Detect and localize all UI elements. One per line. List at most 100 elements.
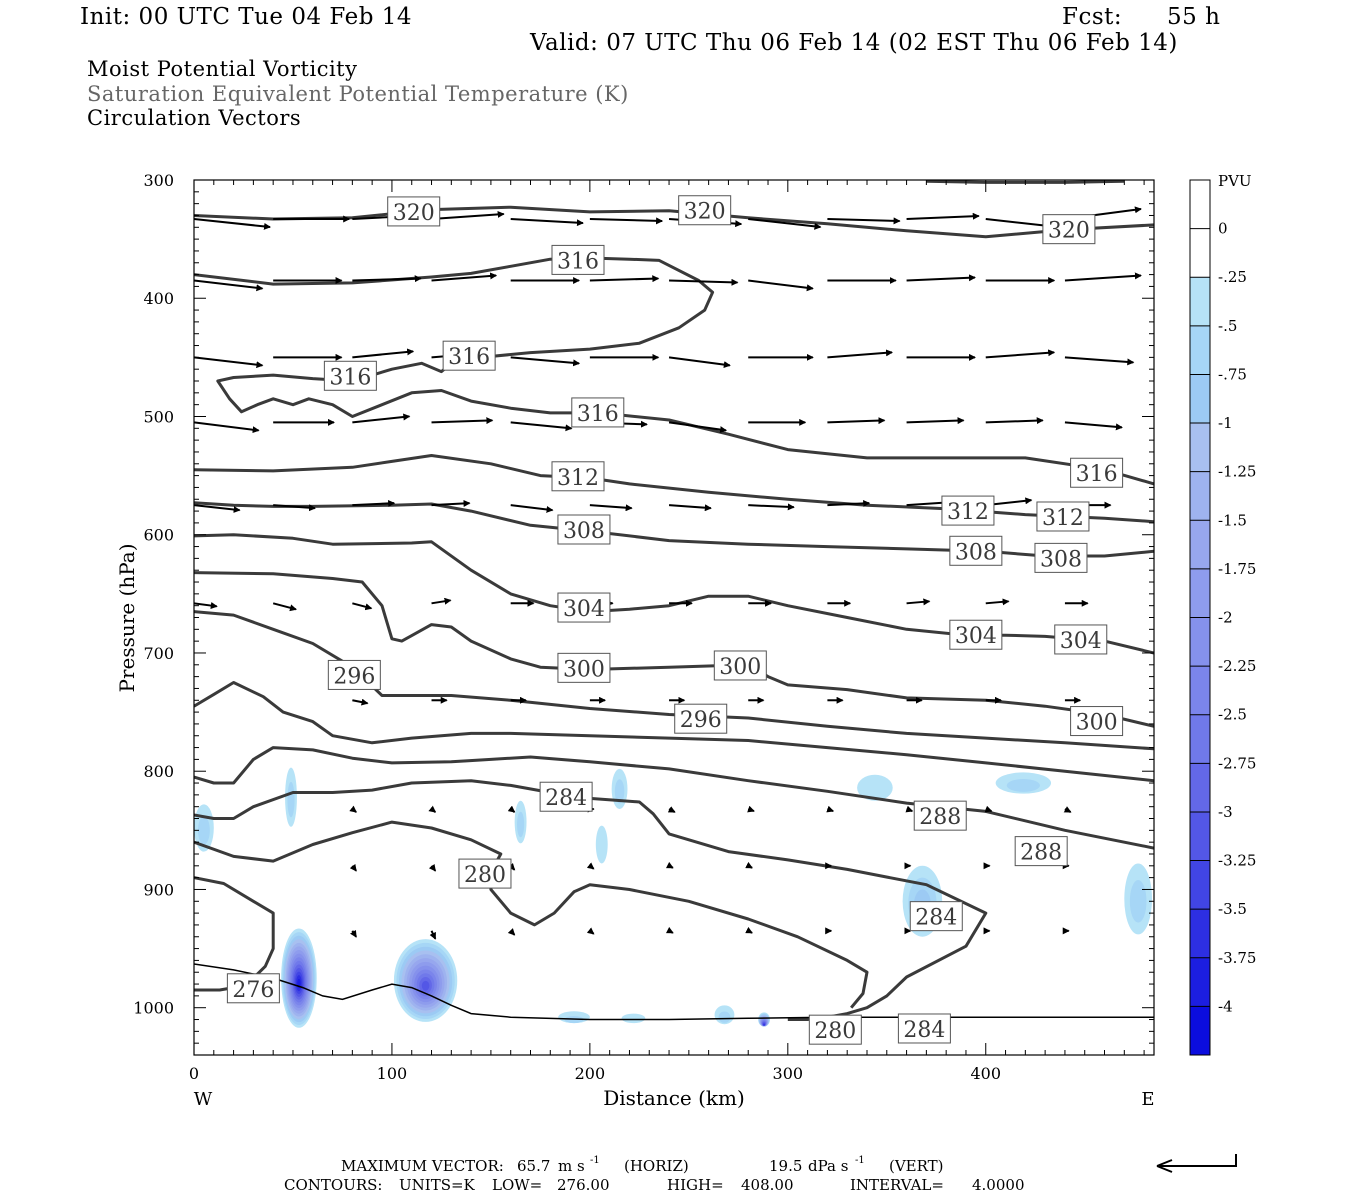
- vector-3-4: [510, 421, 573, 432]
- contour-label-23: 288: [919, 805, 961, 830]
- contour-label-box-2: [1042, 214, 1096, 245]
- contour-label-box-8: [551, 461, 605, 492]
- vector-9-3: [586, 927, 595, 935]
- vector-2-2: [352, 348, 415, 359]
- max-vector-vert-exponent: -1: [855, 1155, 865, 1166]
- vector-7-2: [507, 805, 516, 813]
- colorbar-cell-14: [1190, 860, 1210, 910]
- vector-6-0: [352, 698, 369, 706]
- vector-5-2: [352, 602, 373, 611]
- contour-label-12: 308: [955, 540, 997, 565]
- colorbar-label-4: -1: [1218, 414, 1233, 432]
- contour-high-label: HIGH=: [667, 1176, 724, 1194]
- x-tick-label-2: 200: [575, 1064, 606, 1083]
- colorbar-label-11: -2.75: [1218, 754, 1256, 772]
- vector-9-1: [429, 930, 437, 940]
- vector-5-9: [906, 598, 931, 606]
- vector-0-4: [510, 218, 584, 227]
- contour-label-0: 320: [393, 201, 435, 226]
- mpv-blob-6-layer-1: [595, 825, 608, 864]
- vector-1-11: [1064, 272, 1142, 282]
- field-label-theta-es: Saturation Equivalent Potential Temperat…: [87, 82, 629, 106]
- field-label-mpv: Moist Potential Vorticity: [87, 57, 358, 81]
- colorbar-label-7: -1.75: [1218, 560, 1256, 578]
- vector-8-0: [349, 863, 357, 872]
- contour-label-box-21: [674, 703, 728, 734]
- colorbar-label-16: -4: [1218, 997, 1233, 1015]
- vector-1-5: [589, 275, 660, 283]
- contour-low-label: LOW=: [492, 1176, 542, 1194]
- vector-4-3: [431, 499, 471, 507]
- contour-label-box-23: [913, 800, 967, 831]
- vector-7-9: [1063, 806, 1072, 813]
- vector-3-0: [194, 421, 260, 434]
- vector-4-4: [510, 504, 554, 513]
- y-tick-label-7: 1000: [133, 999, 174, 1018]
- vector-3-2: [352, 413, 411, 424]
- colorbar-cell-6: [1190, 471, 1210, 521]
- vector-7-5: [747, 805, 755, 813]
- valid-time: Valid: 07 UTC Thu 06 Feb 14 (02 EST Thu …: [530, 30, 1178, 56]
- vector-7-7: [905, 805, 914, 813]
- contour-label-box-29: [897, 1013, 951, 1044]
- contour-label-13: 308: [1040, 547, 1082, 572]
- x-axis-west-label: W: [194, 1089, 213, 1110]
- contour-label-20: 296: [333, 664, 375, 689]
- contour-low-value: 276.00: [557, 1176, 610, 1194]
- mpv-blob-10-layer-2: [1129, 880, 1147, 923]
- colorbar-cell-12: [1190, 763, 1210, 813]
- vector-1-0: [194, 279, 264, 292]
- terrain-line: [194, 963, 1154, 1021]
- contour-units: UNITS=K: [399, 1176, 476, 1194]
- contour-label-19: 300: [1076, 711, 1118, 736]
- contour-label-29: 284: [903, 1018, 945, 1043]
- contour-interval-value: 4.0000: [972, 1176, 1025, 1194]
- vector-1-7: [748, 279, 814, 292]
- colorbar-cell-13: [1190, 811, 1210, 862]
- colorbar-label-10: -2.5: [1218, 706, 1247, 724]
- mpv-blob-1-layer-12: [421, 980, 430, 991]
- colorbar-label-6: -1.5: [1218, 511, 1247, 529]
- contour-label-box-15: [949, 619, 1003, 650]
- vector-4-2: [352, 499, 396, 507]
- vector-9-4: [665, 926, 674, 934]
- colorbar-label-13: -3.25: [1218, 852, 1256, 870]
- contour-label-11: 308: [563, 519, 605, 544]
- vector-2-0: [194, 356, 264, 369]
- x-tick-label-1: 100: [377, 1064, 408, 1083]
- colorbar-label-3: -.75: [1218, 365, 1247, 383]
- vector-3-10: [985, 417, 1044, 425]
- contour-label-box-0: [387, 196, 441, 227]
- contour-label-25: 280: [464, 863, 506, 888]
- vector-0-9: [906, 212, 980, 221]
- contour-label-box-4: [442, 340, 496, 371]
- contour-info-line: CONTOURS: UNITS=K LOW= 276.00 HIGH= 408.…: [284, 1176, 1025, 1194]
- vector-1-2: [352, 275, 422, 283]
- vector-2-6: [668, 356, 731, 369]
- y-tick-label-1: 400: [143, 289, 174, 308]
- vector-7-0: [349, 805, 357, 813]
- terrain-surface: [194, 963, 1154, 1021]
- colorbar-unit: PVU: [1218, 172, 1252, 190]
- contour-label-box-1: [678, 195, 732, 226]
- contour-label-28: 280: [814, 1019, 856, 1044]
- contour-label-5: 316: [329, 365, 371, 390]
- y-tick-label-2: 500: [143, 407, 174, 426]
- contour-line-280-11: [194, 820, 869, 1009]
- vector-8-5: [745, 861, 753, 869]
- colorbar-cell-10: [1190, 666, 1210, 716]
- contour-label-box-7: [1070, 457, 1124, 488]
- contour-label-1: 320: [684, 200, 726, 225]
- vector-9-5: [745, 926, 753, 934]
- max-vector-horiz-unit: m s: [558, 1157, 585, 1175]
- contour-label-24: 288: [1020, 841, 1062, 866]
- contour-label-3: 316: [557, 249, 599, 274]
- vector-1-9: [906, 274, 976, 282]
- contour-line-288-9: [194, 746, 1154, 850]
- colorbar-cell-5: [1190, 423, 1210, 473]
- colorbar-cell-9: [1190, 617, 1210, 667]
- contour-label-box-16: [1054, 624, 1108, 655]
- contour-label-box-27: [226, 973, 280, 1004]
- max-vector-vert-tag: (VERT): [889, 1157, 944, 1175]
